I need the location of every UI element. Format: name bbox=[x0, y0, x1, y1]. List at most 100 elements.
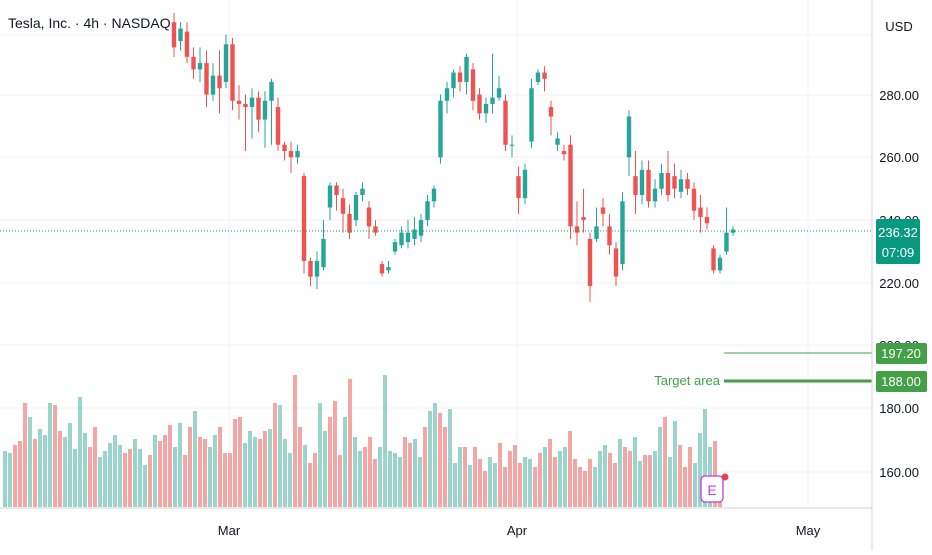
level-price-value: 188.00 bbox=[881, 374, 921, 389]
candle-down bbox=[685, 173, 690, 195]
volume-bar bbox=[443, 427, 447, 507]
volume-bar bbox=[693, 463, 697, 507]
volume-bar bbox=[558, 451, 562, 507]
volume-bar bbox=[583, 471, 587, 507]
volume-bar bbox=[13, 445, 17, 507]
candle-down bbox=[704, 207, 710, 230]
candle-body bbox=[438, 100, 443, 158]
time-axis[interactable]: Mar Apr May bbox=[218, 523, 821, 538]
candle-body bbox=[685, 179, 690, 189]
candle-body bbox=[503, 100, 508, 145]
volume-bar bbox=[518, 463, 522, 507]
candle-body bbox=[678, 179, 684, 192]
candle-body bbox=[529, 88, 534, 142]
target-area-label[interactable]: Target area bbox=[654, 373, 721, 388]
volume-bar bbox=[378, 447, 382, 507]
candle-up bbox=[496, 75, 502, 101]
volume-bar bbox=[218, 427, 222, 507]
volume-bar bbox=[568, 431, 572, 507]
candle-body bbox=[646, 169, 651, 202]
volume-bar bbox=[408, 443, 412, 507]
candle-down bbox=[646, 160, 651, 208]
chart-title[interactable]: Tesla, Inc. · 4h · NASDAQ bbox=[8, 15, 171, 31]
current-price-tag[interactable]: 236.32 07:09 bbox=[876, 219, 920, 264]
candle-body bbox=[223, 44, 229, 82]
volume-bar bbox=[658, 427, 662, 507]
volume-bar bbox=[383, 375, 387, 507]
volume-bar bbox=[703, 409, 707, 507]
time-tick-label: Mar bbox=[218, 523, 241, 538]
event-badge[interactable] bbox=[700, 475, 724, 503]
volume-bar bbox=[143, 465, 147, 507]
candle-body bbox=[535, 72, 541, 82]
candle-body bbox=[386, 267, 391, 271]
volume-bar bbox=[23, 403, 27, 507]
volume-bar bbox=[283, 439, 287, 507]
level-price-tag-bg bbox=[876, 343, 927, 364]
volume-bar bbox=[553, 457, 557, 507]
candle-up bbox=[464, 53, 469, 95]
volume-bar bbox=[313, 453, 317, 507]
candle-body bbox=[308, 260, 313, 277]
candle-up bbox=[678, 169, 684, 199]
level-price-tag[interactable]: 197.20 bbox=[876, 343, 927, 364]
volume-bar bbox=[668, 457, 672, 507]
volume-bar bbox=[58, 431, 62, 507]
volume-bar bbox=[213, 435, 217, 507]
volume-bar bbox=[248, 431, 252, 507]
candle-body bbox=[600, 207, 606, 214]
volume-bar bbox=[498, 443, 502, 507]
volume-bar bbox=[163, 435, 167, 507]
volume-bar bbox=[523, 457, 527, 507]
volume-bar bbox=[483, 471, 487, 507]
candle-body bbox=[704, 216, 710, 224]
volume-bar bbox=[178, 423, 182, 507]
volume-bar bbox=[18, 441, 22, 507]
volume-bar bbox=[673, 421, 677, 507]
volume-bar bbox=[573, 459, 577, 507]
volume-bar bbox=[698, 433, 702, 507]
candle-down bbox=[366, 201, 372, 239]
volume-bar bbox=[688, 447, 692, 507]
candle-body bbox=[392, 242, 398, 252]
volume-bar bbox=[333, 401, 337, 507]
volume-bar bbox=[268, 429, 272, 507]
earnings-event-marker[interactable]: E bbox=[700, 473, 729, 503]
candle-body bbox=[587, 238, 593, 287]
chart-overlays: Target area E bbox=[0, 230, 872, 503]
candle-body bbox=[561, 151, 567, 155]
volume-bar bbox=[633, 437, 637, 507]
candle-down bbox=[457, 66, 463, 92]
candle-down bbox=[503, 94, 508, 152]
candle-down bbox=[334, 182, 339, 211]
candle-up bbox=[386, 260, 391, 274]
volume-bar bbox=[288, 453, 292, 507]
candle-down bbox=[340, 188, 346, 233]
volume-bar bbox=[478, 459, 482, 507]
candle-body bbox=[327, 185, 333, 208]
volume-bar bbox=[468, 465, 472, 507]
candle-body bbox=[275, 107, 281, 145]
candle-body bbox=[730, 229, 736, 233]
candle-up bbox=[659, 163, 664, 195]
candle-down bbox=[282, 141, 287, 161]
level-price-tag-bg bbox=[876, 371, 927, 392]
candle-body bbox=[639, 169, 645, 195]
volume-bar bbox=[173, 447, 177, 507]
candlesticks bbox=[171, 12, 736, 302]
current-price-tag-bg bbox=[876, 219, 920, 264]
candle-body bbox=[314, 260, 320, 277]
candle-body bbox=[295, 151, 300, 158]
candle-body bbox=[724, 232, 729, 252]
candle-body bbox=[613, 248, 619, 277]
candle-body bbox=[171, 22, 177, 48]
candle-body bbox=[249, 97, 255, 108]
volume-bar bbox=[258, 439, 262, 507]
candle-body bbox=[366, 207, 372, 227]
candle-down bbox=[665, 151, 671, 202]
candle-body bbox=[353, 194, 359, 221]
volume-bar bbox=[643, 455, 647, 507]
level-price-tag[interactable]: 188.00 bbox=[876, 371, 927, 392]
